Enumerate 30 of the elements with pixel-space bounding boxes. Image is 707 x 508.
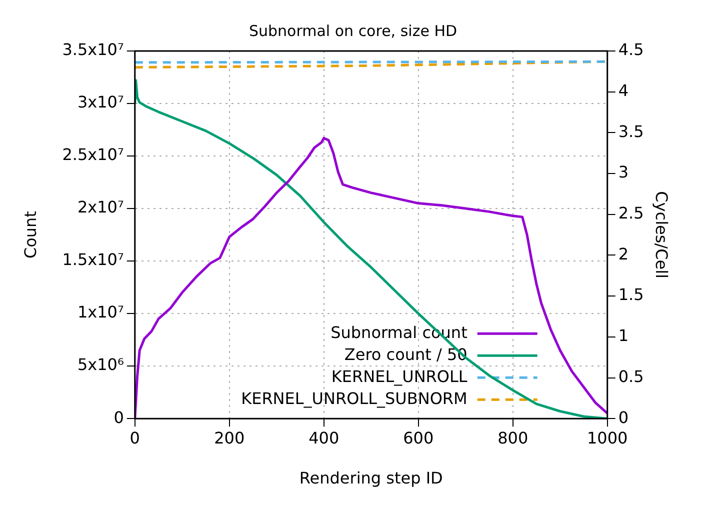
y-tick-label: 0 [114, 408, 124, 427]
y-tick-label: 3x10⁷ [77, 92, 124, 112]
y2-tick-label: 4 [618, 81, 629, 100]
y-tick-label: 1x10⁷ [77, 302, 124, 322]
legend-label: KERNEL_UNROLL_SUBNORM [241, 388, 468, 408]
y2-tick-label: 1.5 [618, 285, 644, 304]
y-tick-label: 2.5x10⁷ [62, 145, 124, 164]
y2-tick-label: 3 [618, 162, 629, 182]
x-tick-label: 400 [308, 428, 340, 448]
x-tick-label: 800 [498, 428, 528, 448]
x-tick-label: 1000 [586, 428, 628, 448]
y2-tick-label: 2.5 [618, 204, 644, 223]
y2-tick-label: 1 [618, 326, 629, 346]
x-tick-label: 600 [403, 428, 434, 448]
legend-label: KERNEL_UNROLL [331, 366, 468, 386]
y-tick-label: 1.5x10⁷ [62, 250, 124, 270]
y2-tick-label: 0.5 [618, 366, 644, 386]
x-tick-label: 0 [130, 428, 140, 448]
y2-tick-label: 4.5 [618, 40, 644, 60]
y2-axis-title: Cycles/Cell [652, 191, 672, 278]
chart-title: Subnormal on core, size HD [248, 22, 458, 40]
y-tick-label: 2x10⁷ [77, 198, 124, 217]
y2-tick-label: 3.5 [618, 122, 644, 141]
y-axis-title: Count [20, 211, 40, 259]
x-tick-label: 200 [214, 428, 245, 448]
y2-tick-label: 2 [618, 244, 629, 264]
y-tick-label: 3.5x10⁷ [62, 40, 124, 60]
y-tick-label: 5x10⁶ [77, 355, 124, 374]
x-axis-title: Rendering step ID [299, 468, 443, 488]
y2-tick-label: 0 [618, 408, 629, 427]
